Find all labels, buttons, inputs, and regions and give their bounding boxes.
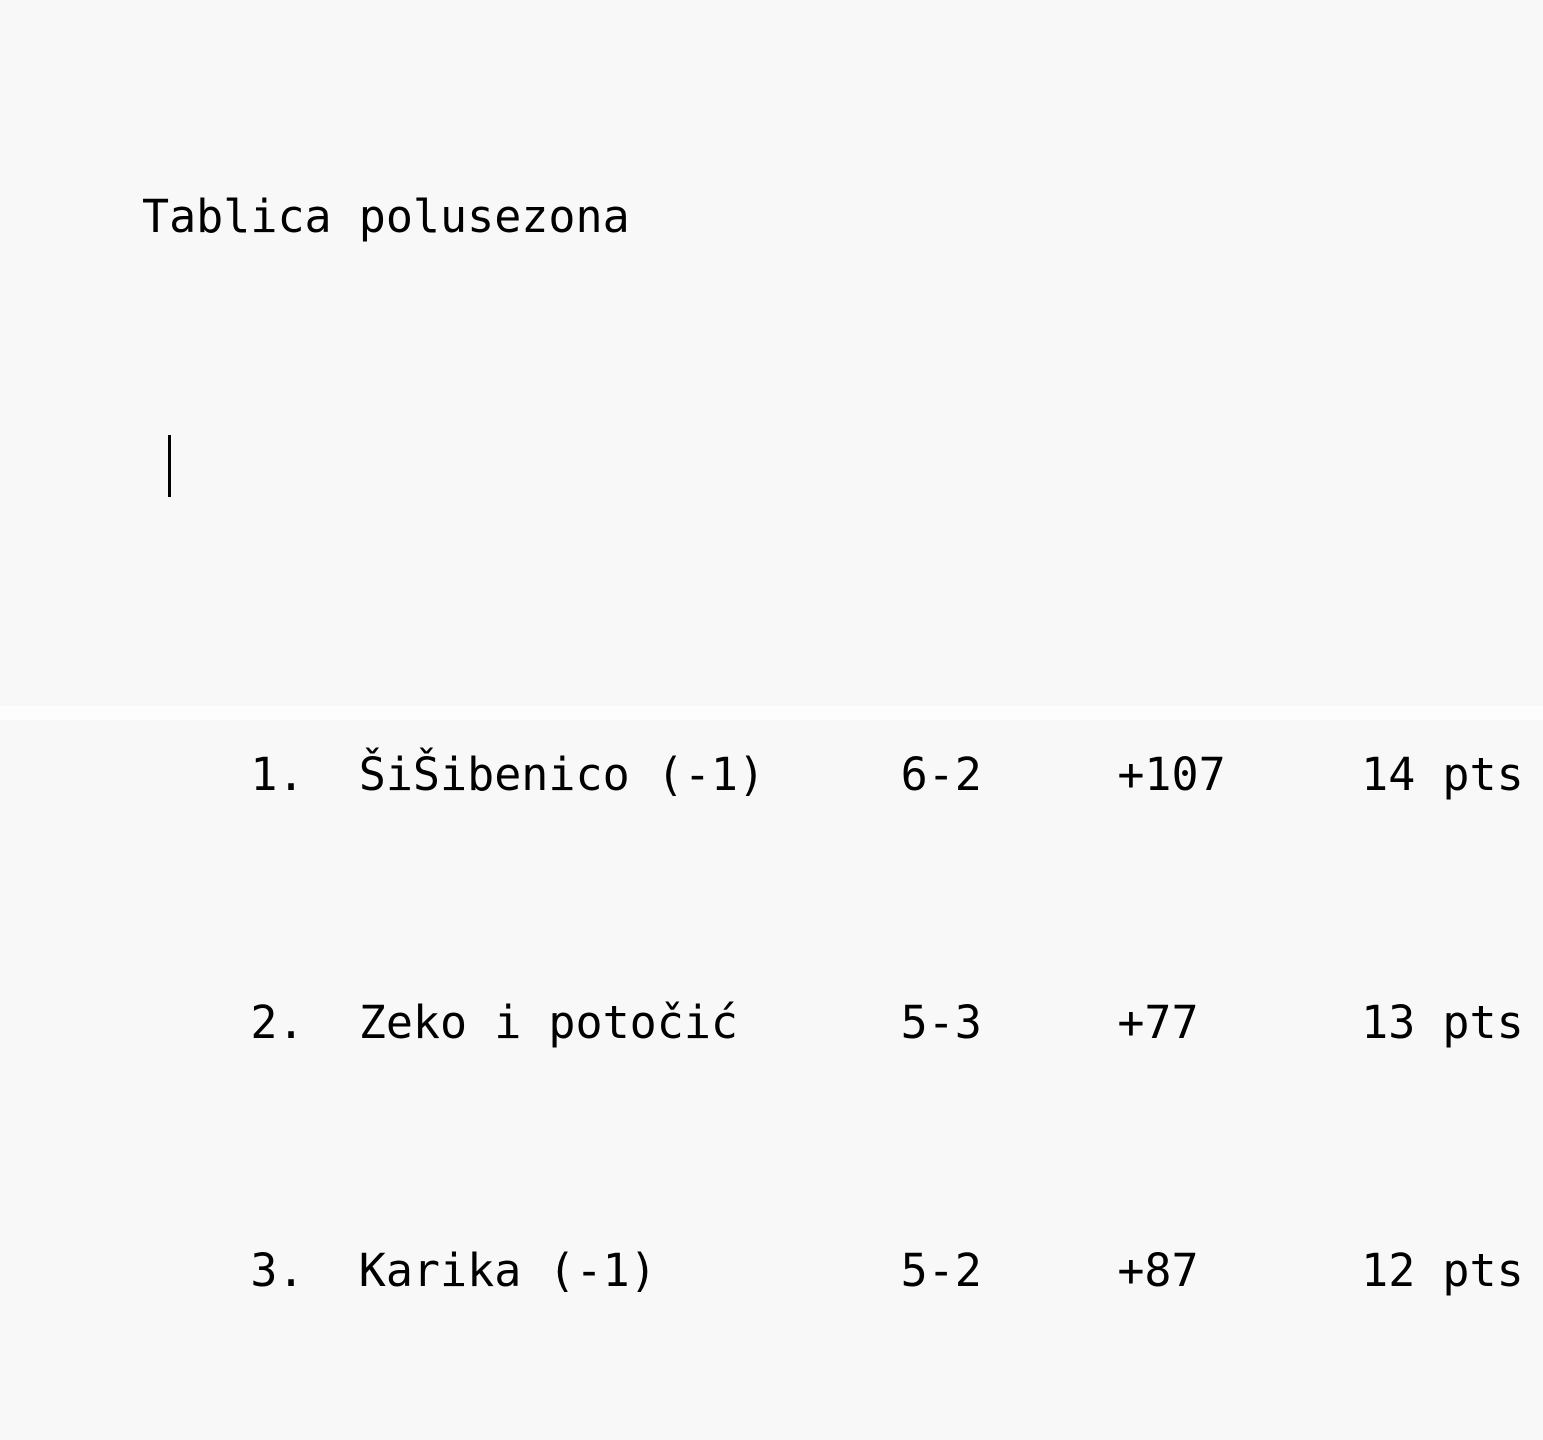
table-rows: 1. ŠiŠibenico (-1) 6-2 +107 14 pts 2. Zeko i p…: [142, 558, 1524, 1440]
team-name-cell: ŠiŠibenico (-1): [358, 748, 766, 801]
editor-background: { "page": { "background_color": "#f8f8f8…: [0, 190, 1543, 1297]
table-row: 2. Zeko i potočić 5-3 +77 13 pts: [142, 930, 1523, 1049]
table-row: 3. Karika (-1) 5-2 +87 12 pts: [142, 1178, 1523, 1297]
bottom-strip: [0, 706, 1543, 720]
point-diff-cell: +107: [1117, 748, 1226, 801]
table-row: 4.1990 (-2)5-2+912pts: [142, 1426, 1524, 1440]
point-diff-cell: +77: [1117, 996, 1199, 1049]
rank-cell: 3.: [250, 1244, 305, 1297]
team-name-cell: Karika (-1): [358, 1244, 657, 1297]
record-cell: 6-2: [900, 748, 982, 801]
team-name-cell: Zeko i potočić: [358, 996, 739, 1049]
points-cell: 14: [1361, 748, 1416, 801]
blank-line: [142, 372, 1524, 434]
text-cursor: [168, 435, 172, 497]
points-unit-label: pts: [1442, 748, 1524, 801]
page-title: Tablica polusezona: [142, 190, 630, 243]
record-cell: 5-3: [900, 996, 982, 1049]
points-cell: 12: [1361, 1244, 1416, 1297]
rank-cell: 1.: [250, 748, 305, 801]
text-editor-content[interactable]: Tablica polusezona 1. ŠiŠibenico (-1) 6-2 +…: [142, 62, 1524, 1440]
points-cell: 13: [1361, 996, 1416, 1049]
point-diff-cell: +87: [1117, 1244, 1199, 1297]
rank-cell: 2.: [250, 996, 305, 1049]
record-cell: 5-2: [900, 1244, 982, 1297]
points-unit-label: pts: [1442, 996, 1524, 1049]
points-unit-label: pts: [1442, 1244, 1524, 1297]
